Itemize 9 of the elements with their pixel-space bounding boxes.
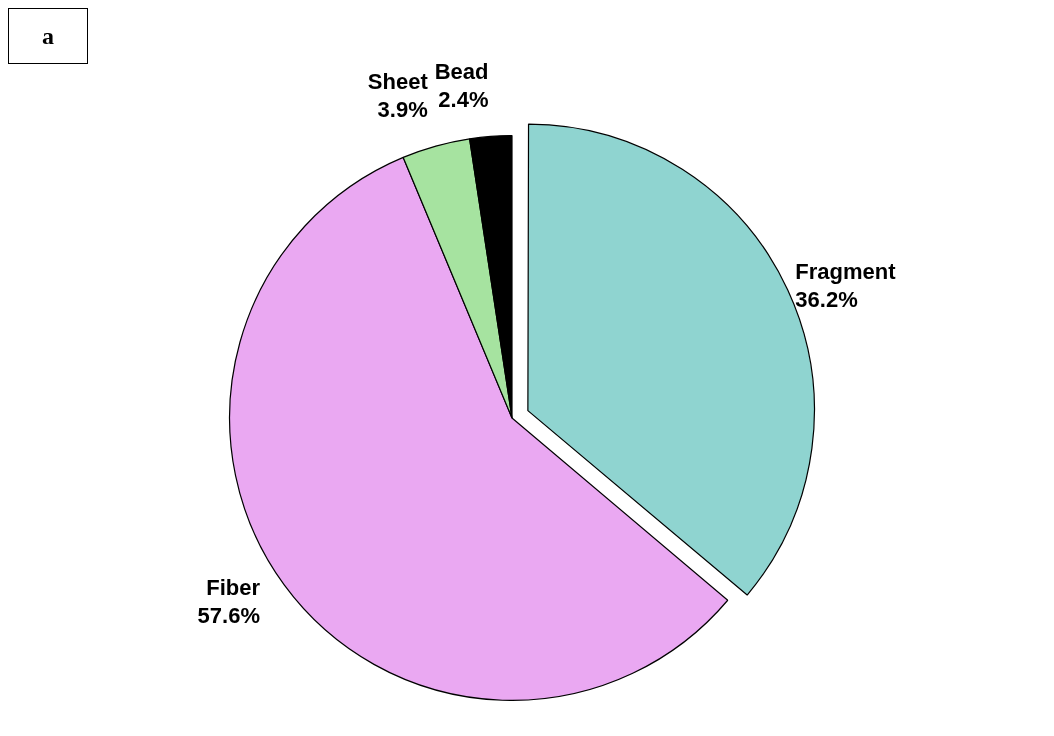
slice-label: Sheet xyxy=(367,69,429,95)
slice-label: Fragment xyxy=(795,258,897,284)
data-label: 2.4% xyxy=(438,86,489,112)
slice-label: Fiber xyxy=(206,574,261,600)
data-label: 3.9% xyxy=(377,97,428,123)
slice-label: Bead xyxy=(434,58,489,84)
data-label: 36.2% xyxy=(795,286,858,312)
text: a xyxy=(8,8,88,64)
data-label: 57.6% xyxy=(197,602,261,628)
